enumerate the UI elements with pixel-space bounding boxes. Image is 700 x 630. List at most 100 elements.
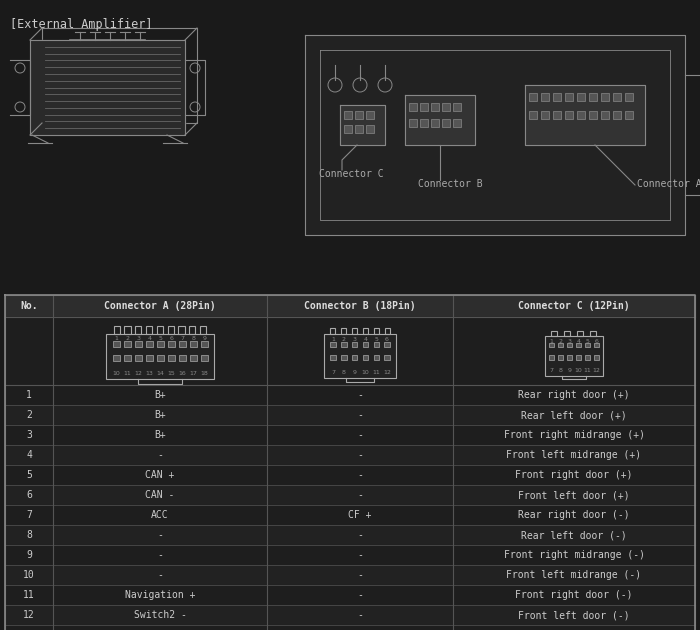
Bar bbox=[179, 341, 186, 347]
Text: 5: 5 bbox=[586, 339, 589, 343]
Text: 2: 2 bbox=[125, 336, 130, 341]
Text: 16: 16 bbox=[178, 370, 186, 375]
Text: Rear left door (+): Rear left door (+) bbox=[521, 410, 627, 420]
Bar bbox=[613, 111, 621, 119]
Text: Rear right door (-): Rear right door (-) bbox=[518, 510, 630, 520]
Text: 4: 4 bbox=[577, 339, 580, 343]
Text: -: - bbox=[357, 470, 363, 480]
Text: 12: 12 bbox=[593, 369, 601, 374]
Bar bbox=[190, 355, 197, 362]
Text: 12: 12 bbox=[23, 610, 35, 620]
Text: 3: 3 bbox=[26, 430, 32, 440]
Bar bbox=[559, 343, 563, 347]
Bar bbox=[168, 341, 174, 347]
Bar bbox=[564, 331, 570, 336]
Bar bbox=[106, 333, 214, 379]
Bar bbox=[442, 119, 450, 127]
Bar bbox=[567, 343, 572, 347]
Text: 8: 8 bbox=[26, 530, 32, 540]
Bar bbox=[167, 326, 174, 333]
Text: 5: 5 bbox=[26, 470, 32, 480]
Bar bbox=[168, 355, 174, 362]
Text: 9: 9 bbox=[353, 370, 356, 375]
Text: ACC: ACC bbox=[151, 510, 169, 520]
Bar bbox=[567, 355, 572, 360]
Bar bbox=[594, 355, 598, 360]
Bar bbox=[550, 355, 554, 360]
Text: 10: 10 bbox=[575, 369, 582, 374]
Bar bbox=[601, 111, 609, 119]
Bar bbox=[200, 326, 206, 333]
Text: -: - bbox=[357, 430, 363, 440]
Text: Front right midrange (-): Front right midrange (-) bbox=[503, 550, 645, 560]
Bar bbox=[589, 111, 597, 119]
Bar bbox=[420, 119, 428, 127]
Text: 11: 11 bbox=[23, 590, 35, 600]
Text: 9: 9 bbox=[202, 336, 206, 341]
Text: Rear left door (-): Rear left door (-) bbox=[521, 530, 627, 540]
Bar bbox=[431, 103, 439, 111]
Text: CF +: CF + bbox=[349, 510, 372, 520]
Bar bbox=[135, 341, 141, 347]
Bar bbox=[374, 328, 379, 335]
Text: -: - bbox=[157, 530, 163, 540]
Text: 2: 2 bbox=[342, 337, 346, 342]
Text: 2: 2 bbox=[559, 339, 563, 343]
Text: -: - bbox=[357, 610, 363, 620]
Text: [External Amplifier]: [External Amplifier] bbox=[10, 18, 153, 31]
Text: 9: 9 bbox=[26, 550, 32, 560]
Text: 11: 11 bbox=[123, 370, 131, 375]
Text: 1: 1 bbox=[550, 339, 554, 343]
Bar bbox=[385, 328, 391, 335]
Text: 4: 4 bbox=[363, 337, 368, 342]
Bar bbox=[330, 341, 336, 347]
Bar bbox=[352, 355, 357, 360]
Text: 6: 6 bbox=[26, 490, 32, 500]
Text: Connector B (18Pin): Connector B (18Pin) bbox=[304, 301, 416, 311]
Polygon shape bbox=[525, 85, 645, 145]
Bar bbox=[590, 331, 596, 336]
Bar bbox=[384, 355, 390, 360]
Bar bbox=[341, 328, 346, 335]
Text: Connector A: Connector A bbox=[637, 179, 700, 189]
Bar bbox=[330, 355, 336, 360]
Text: 18: 18 bbox=[201, 370, 209, 375]
Bar bbox=[324, 335, 396, 377]
Bar bbox=[529, 93, 537, 101]
Bar bbox=[550, 343, 554, 347]
Bar bbox=[352, 341, 357, 347]
Text: 10: 10 bbox=[113, 370, 120, 375]
Polygon shape bbox=[30, 40, 185, 135]
Text: 13: 13 bbox=[146, 370, 153, 375]
Text: Connector B: Connector B bbox=[418, 179, 482, 189]
Bar bbox=[366, 111, 374, 119]
Text: 4: 4 bbox=[148, 336, 151, 341]
Text: Front right midrange (+): Front right midrange (+) bbox=[503, 430, 645, 440]
Text: 6: 6 bbox=[169, 336, 174, 341]
Bar bbox=[355, 125, 363, 133]
Text: -: - bbox=[357, 490, 363, 500]
Bar bbox=[529, 111, 537, 119]
Bar bbox=[585, 343, 589, 347]
Text: 7: 7 bbox=[331, 370, 335, 375]
Bar bbox=[541, 111, 549, 119]
Text: 6: 6 bbox=[594, 339, 598, 343]
Text: -: - bbox=[157, 550, 163, 560]
Bar bbox=[363, 355, 368, 360]
Text: 4: 4 bbox=[26, 450, 32, 460]
Text: Front left door (-): Front left door (-) bbox=[518, 610, 630, 620]
Bar bbox=[178, 326, 185, 333]
Text: 6: 6 bbox=[385, 337, 389, 342]
Bar bbox=[124, 341, 130, 347]
Text: Front right door (+): Front right door (+) bbox=[515, 470, 633, 480]
Text: 12: 12 bbox=[134, 370, 142, 375]
Bar bbox=[420, 103, 428, 111]
Bar bbox=[146, 341, 153, 347]
Bar bbox=[553, 93, 561, 101]
Bar bbox=[363, 341, 368, 347]
Bar bbox=[158, 341, 164, 347]
Bar bbox=[594, 343, 598, 347]
Bar bbox=[553, 111, 561, 119]
Text: Navigation +: Navigation + bbox=[125, 590, 195, 600]
Text: 1: 1 bbox=[331, 337, 335, 342]
